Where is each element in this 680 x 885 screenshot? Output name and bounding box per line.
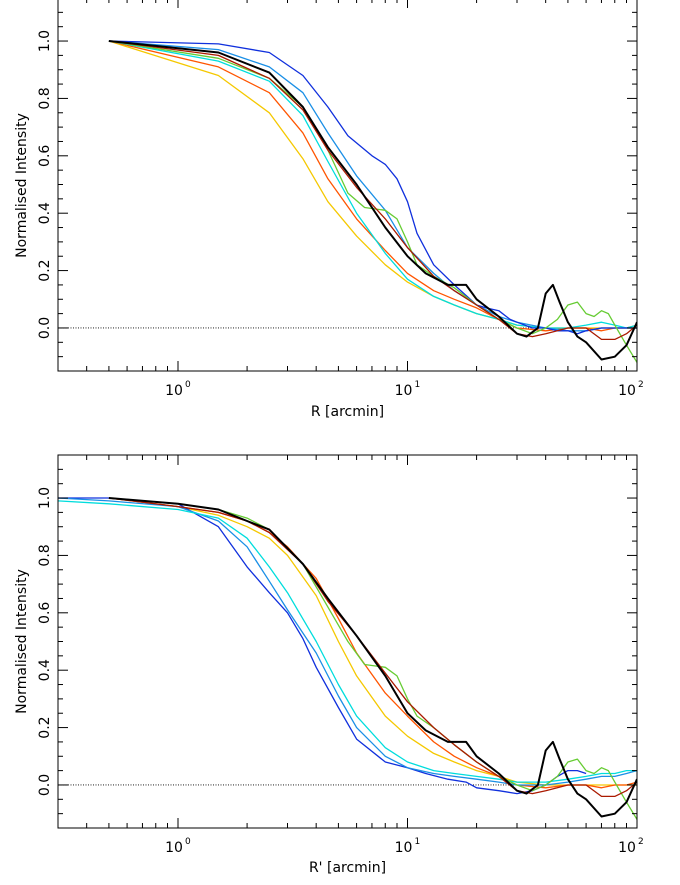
y-tick-label: 0.6 (37, 145, 53, 167)
series-line-6 (108, 40, 637, 363)
x-tick-label-exponent: 1 (415, 380, 421, 390)
series-line-2 (108, 40, 637, 332)
series-group (58, 497, 637, 820)
series-line-8 (108, 497, 637, 818)
y-tick-label: 1.0 (37, 487, 53, 509)
series-line-5 (108, 40, 637, 335)
y-tick-label: 0.2 (37, 259, 53, 281)
plot-frame (57, 0, 638, 372)
y-axis-label: Normalised Intensity (14, 569, 30, 714)
x-tick-label-exponent: 0 (185, 380, 191, 390)
y-tick-label: 0.2 (37, 716, 53, 738)
chart-panel-2: 10 0 10 1 10 20.00.20.40.60.81.0R' [arcmin]No… (14, 454, 644, 876)
series-line-8 (108, 40, 637, 361)
y-tick-label: 0.4 (37, 659, 53, 681)
y-tick-label: 0.0 (37, 774, 53, 796)
series-line-7 (108, 40, 637, 341)
x-axis-label: R [arcmin] (311, 404, 384, 420)
y-axis-label: Normalised Intensity (14, 113, 30, 258)
series-line-4 (58, 497, 637, 786)
x-tick-label: 10 (618, 383, 636, 399)
series-line-3 (108, 40, 637, 329)
y-tick-label: 0.6 (37, 602, 53, 624)
y-tick-label: 0.8 (37, 544, 53, 566)
y-tick-label: 0.0 (37, 317, 53, 339)
x-tick-label-exponent: 2 (638, 380, 644, 390)
series-line-5 (58, 500, 637, 783)
chart-panel-1: 10 0 10 1 10 20.00.20.40.60.81.0R [arcmin]Nor… (14, 0, 644, 420)
series-group (108, 40, 637, 363)
x-tick-label-exponent: 2 (638, 837, 644, 847)
x-tick-label: 10 (395, 840, 413, 856)
x-tick-label: 10 (618, 840, 636, 856)
x-tick-label-exponent: 0 (185, 837, 191, 847)
x-axis-label: R' [arcmin] (309, 860, 386, 876)
series-line-7 (108, 497, 637, 798)
x-tick-label: 10 (395, 383, 413, 399)
y-tick-label: 1.0 (37, 30, 53, 52)
x-tick-label: 10 (165, 383, 183, 399)
y-tick-label: 0.4 (37, 202, 53, 224)
y-tick-label: 0.8 (37, 87, 53, 109)
x-tick-label: 10 (165, 840, 183, 856)
series-line-1 (108, 497, 637, 786)
series-line-3 (58, 497, 587, 795)
series-line-1 (108, 40, 637, 329)
series-line-4 (108, 40, 637, 332)
x-tick-label-exponent: 1 (415, 837, 421, 847)
